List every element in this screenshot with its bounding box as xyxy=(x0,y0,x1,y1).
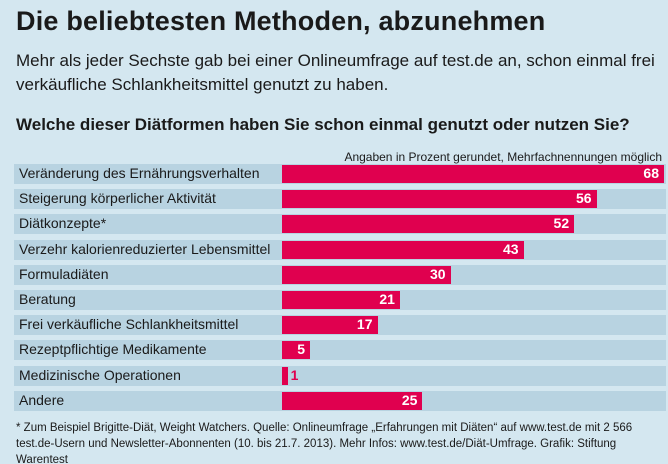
data-label: 30 xyxy=(429,265,446,282)
bar xyxy=(282,341,311,360)
category-label: Rezeptpflichtige Medikamente xyxy=(19,341,207,358)
category-label: Formuladiäten xyxy=(19,265,109,282)
category-label: Veränderung des Ernährungsverhalten xyxy=(19,165,260,181)
category-label: Medizinische Operationen xyxy=(19,366,181,383)
row-stripe xyxy=(14,365,666,386)
bar xyxy=(282,316,378,335)
bar-row: Verzehr kalorienreduzierter Lebensmittel… xyxy=(14,239,666,260)
chart-footer: * Zum Beispiel Brigitte-Diät, Weight Wat… xyxy=(16,422,633,464)
chart-subtitle: Mehr als jeder Sechste gab bei einer Onl… xyxy=(16,51,655,94)
category-label: Andere xyxy=(19,391,65,408)
bar xyxy=(282,391,423,410)
bar xyxy=(282,291,400,309)
chart-title: Die beliebtesten Methoden, abzunehmen xyxy=(16,6,546,36)
category-label: Verzehr kalorienreduzierter Lebensmittel xyxy=(19,240,271,257)
bar-row: Frei verkäufliche Schlankheitsmittel 17 xyxy=(14,315,666,336)
data-label: 43 xyxy=(502,240,519,257)
row-stripe xyxy=(14,340,666,361)
bar-row: Diätkonzepte* 52 xyxy=(14,214,666,235)
category-label: Beratung xyxy=(19,291,76,307)
bar-row: Andere 25 xyxy=(14,390,666,411)
bar-row: Rezeptpflichtige Medikamente 5 xyxy=(14,340,666,361)
data-label: 21 xyxy=(379,291,395,307)
bar xyxy=(282,165,664,183)
bar xyxy=(282,366,288,385)
chart-note: Angaben in Prozent gerundet, Mehrfachnen… xyxy=(344,150,662,164)
bar-row: Formuladiäten 30 xyxy=(14,264,666,285)
category-label: Diätkonzepte* xyxy=(19,215,107,232)
bar-row: Medizinische Operationen 1 xyxy=(14,365,666,386)
category-label: Frei verkäufliche Schlankheitsmittel xyxy=(19,316,239,333)
survey-question: Welche dieser Diätformen haben Sie schon… xyxy=(16,115,630,134)
bar-row: Steigerung körperlicher Aktivität 56 xyxy=(14,189,666,210)
data-label: 25 xyxy=(401,391,418,408)
bar-row: Beratung 21 xyxy=(14,290,666,310)
data-label: 5 xyxy=(297,341,306,358)
data-label: 68 xyxy=(643,165,659,181)
data-label: 56 xyxy=(576,190,592,207)
data-label: 52 xyxy=(553,215,570,232)
bar xyxy=(282,215,575,234)
category-label: Steigerung körperlicher Aktivität xyxy=(19,190,216,207)
bar-row: Veränderung des Ernährungsverhalten 68 xyxy=(14,164,666,184)
bar xyxy=(282,240,524,259)
data-label: 1 xyxy=(290,366,299,383)
bar xyxy=(282,190,597,209)
bar xyxy=(282,265,451,284)
data-label: 17 xyxy=(356,316,373,333)
